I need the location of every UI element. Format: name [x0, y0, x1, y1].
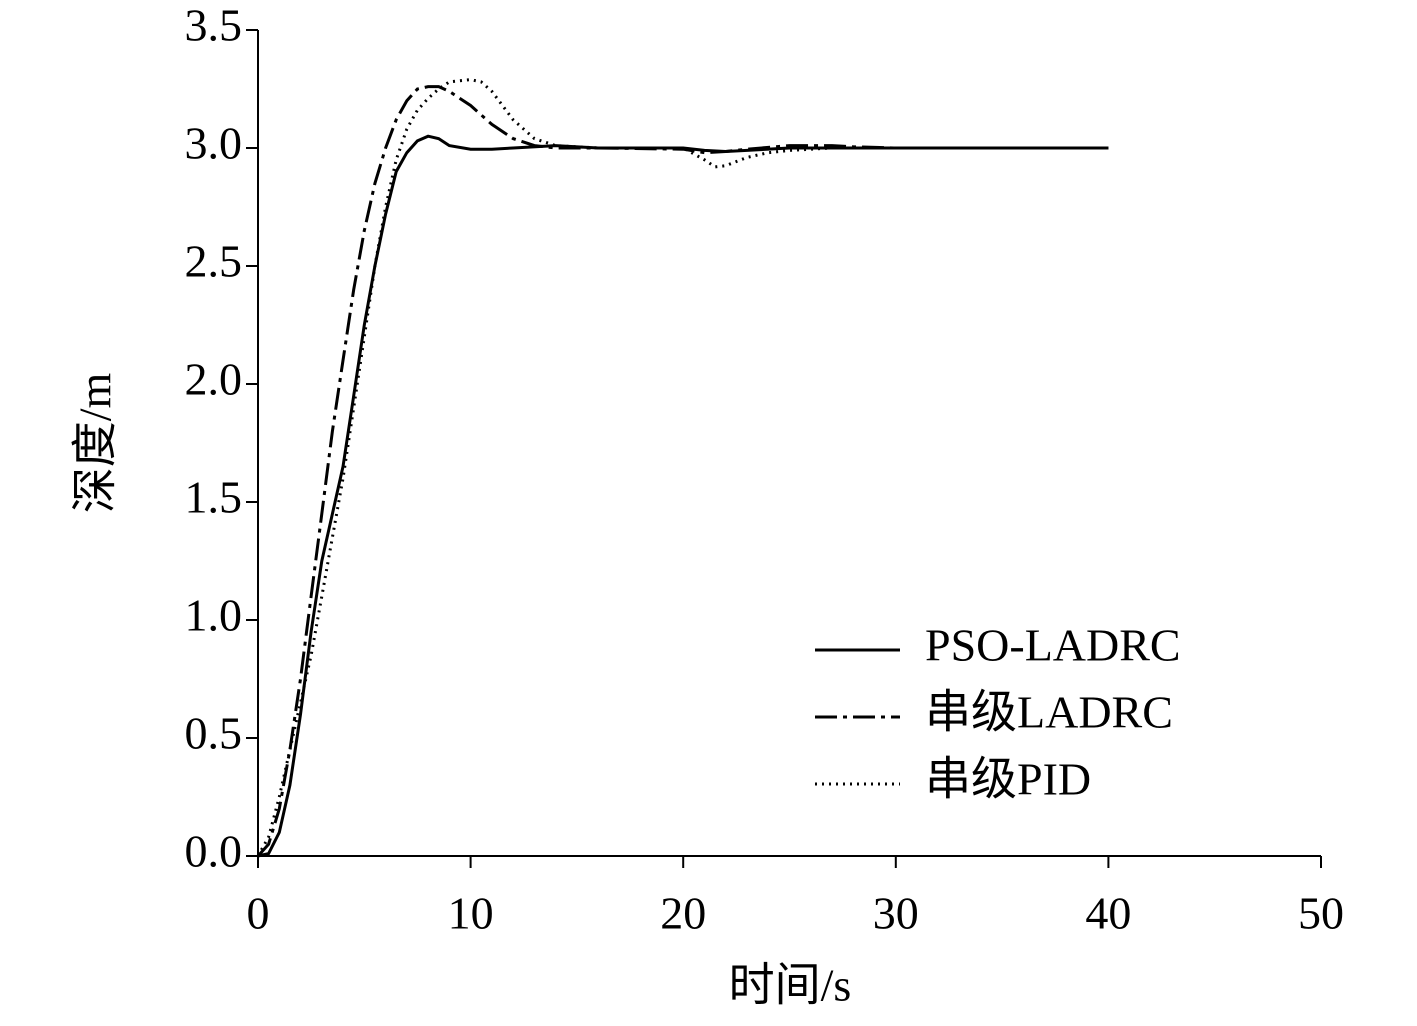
series-line: [257, 134, 1109, 858]
x-tick-label: 40: [1085, 888, 1131, 939]
series-line: [256, 78, 1109, 857]
y-tick-label: 1.0: [185, 590, 243, 641]
series-line: [256, 85, 1109, 858]
x-tick-label: 30: [873, 888, 919, 939]
y-tick-label: 2.5: [185, 236, 243, 287]
x-axis-label: 时间/s: [729, 960, 852, 1011]
y-tick-label: 0.5: [185, 708, 243, 759]
x-tick-label: 10: [448, 888, 494, 939]
y-tick-label: 3.0: [185, 118, 243, 169]
y-axis-label: 深度/m: [70, 373, 121, 514]
y-tick-label: 1.5: [185, 472, 243, 523]
x-tick-label: 0: [247, 888, 270, 939]
legend-label: 串级PID: [925, 754, 1091, 805]
y-tick-label: 2.0: [185, 354, 243, 405]
legend-label: PSO-LADRC: [925, 620, 1181, 671]
x-tick-label: 20: [660, 888, 706, 939]
x-tick-label: 50: [1298, 888, 1344, 939]
y-tick-label: 3.5: [185, 0, 243, 51]
y-tick-label: 0.0: [185, 826, 243, 877]
legend-label: 串级LADRC: [925, 687, 1173, 738]
